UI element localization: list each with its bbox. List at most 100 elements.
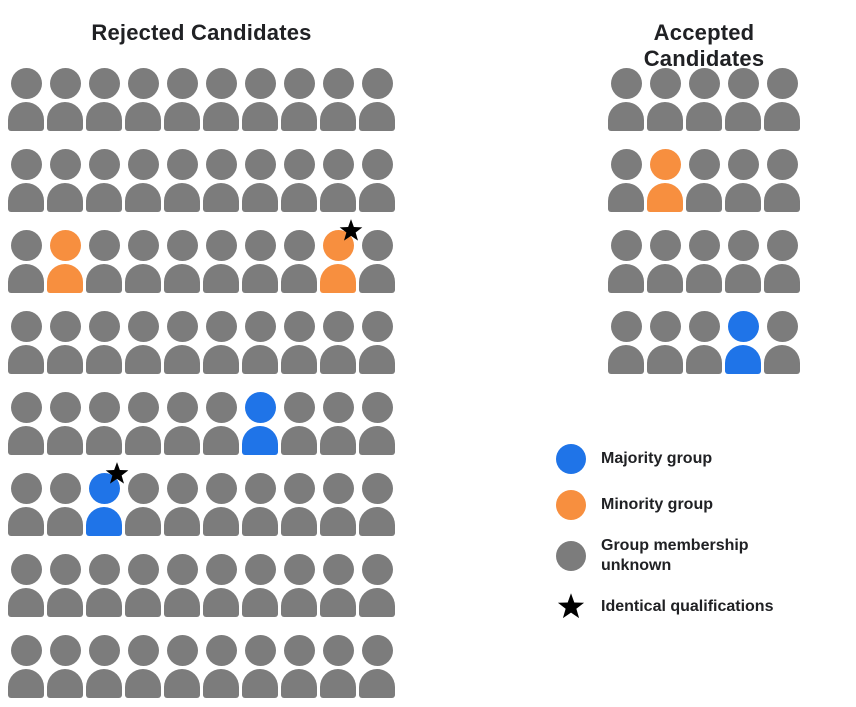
person-torso	[359, 669, 395, 698]
person-icon-unknown	[725, 230, 761, 293]
legend-item-minority: Minority group	[556, 490, 773, 520]
person-icon-unknown	[47, 68, 83, 131]
person-head	[127, 149, 159, 180]
person-torso	[242, 264, 278, 293]
person-icon-unknown	[281, 68, 317, 131]
person-torso	[725, 264, 761, 293]
person-head	[205, 635, 237, 666]
person-icon-unknown	[8, 149, 44, 212]
person-icon-unknown	[281, 230, 317, 293]
person-icon-unknown	[242, 635, 278, 698]
person-icon-unknown	[647, 230, 683, 293]
legend-label: Group membership unknown	[601, 537, 749, 574]
person-icon-unknown	[242, 473, 278, 536]
person-icon-unknown	[281, 635, 317, 698]
legend-star-marker	[556, 592, 586, 622]
person-torso	[764, 264, 800, 293]
person-head	[166, 473, 198, 504]
person-icon-unknown	[164, 149, 200, 212]
person-head	[166, 149, 198, 180]
person-torso	[608, 183, 644, 212]
person-head	[127, 230, 159, 261]
person-icon-unknown	[242, 311, 278, 374]
person-head	[205, 554, 237, 585]
person-torso	[164, 507, 200, 536]
person-torso	[8, 264, 44, 293]
person-torso	[686, 102, 722, 131]
person-torso	[47, 345, 83, 374]
person-icon-unknown	[359, 554, 395, 617]
person-torso	[281, 183, 317, 212]
person-torso	[764, 183, 800, 212]
legend-item-unknown: Group membership unknown	[556, 536, 773, 576]
person-icon-unknown	[86, 554, 122, 617]
person-head	[361, 635, 393, 666]
person-torso	[608, 102, 644, 131]
person-head	[244, 473, 276, 504]
person-torso	[8, 426, 44, 455]
person-icon-unknown	[203, 230, 239, 293]
person-torso	[242, 669, 278, 698]
person-icon-majority-starred	[86, 462, 129, 536]
person-head	[127, 635, 159, 666]
person-icon-unknown	[125, 473, 161, 536]
person-icon-unknown	[608, 230, 644, 293]
person-icon-unknown	[203, 473, 239, 536]
person-torso	[647, 264, 683, 293]
person-torso	[686, 264, 722, 293]
person-torso	[164, 345, 200, 374]
person-head	[88, 230, 120, 261]
person-icon-unknown	[164, 392, 200, 455]
person-icon-unknown	[8, 68, 44, 131]
person-icon-unknown	[125, 311, 161, 374]
person-icon-unknown	[125, 392, 161, 455]
person-head	[88, 392, 120, 423]
person-icon-unknown	[203, 149, 239, 212]
person-torso	[242, 588, 278, 617]
person-icon-unknown	[686, 68, 722, 131]
person-torso	[242, 102, 278, 131]
person-torso	[359, 102, 395, 131]
person-head	[10, 311, 42, 342]
person-head	[127, 392, 159, 423]
person-torso	[86, 345, 122, 374]
person-icon-majority	[725, 311, 761, 374]
person-icon-unknown	[764, 311, 800, 374]
person-torso	[164, 588, 200, 617]
person-head	[610, 311, 642, 342]
person-torso	[8, 102, 44, 131]
person-head	[283, 392, 315, 423]
person-head	[88, 311, 120, 342]
person-torso	[47, 507, 83, 536]
person-torso	[320, 507, 356, 536]
person-icon-unknown	[647, 68, 683, 131]
person-icon-minority	[47, 230, 83, 293]
person-torso	[8, 507, 44, 536]
person-icon-unknown	[86, 392, 122, 455]
person-torso	[86, 264, 122, 293]
person-torso	[281, 345, 317, 374]
person-icon-unknown	[725, 68, 761, 131]
legend-item-majority: Majority group	[556, 444, 773, 474]
person-head	[244, 635, 276, 666]
person-icon-unknown	[686, 311, 722, 374]
person-icon-unknown	[8, 554, 44, 617]
person-head	[649, 311, 681, 342]
person-torso	[47, 669, 83, 698]
person-icon-unknown	[686, 230, 722, 293]
star-icon	[339, 219, 363, 241]
person-head	[322, 68, 354, 99]
person-torso	[647, 345, 683, 374]
person-torso	[164, 669, 200, 698]
person-head	[49, 149, 81, 180]
person-icon-unknown	[281, 149, 317, 212]
person-icon-unknown	[320, 392, 356, 455]
person-torso	[86, 588, 122, 617]
person-torso	[242, 507, 278, 536]
person-icon-unknown	[47, 473, 83, 536]
unknown-group-swatch	[556, 541, 586, 571]
person-torso	[242, 426, 278, 455]
person-torso	[320, 588, 356, 617]
person-head	[688, 230, 720, 261]
legend-item-star: Identical qualifications	[556, 592, 773, 622]
